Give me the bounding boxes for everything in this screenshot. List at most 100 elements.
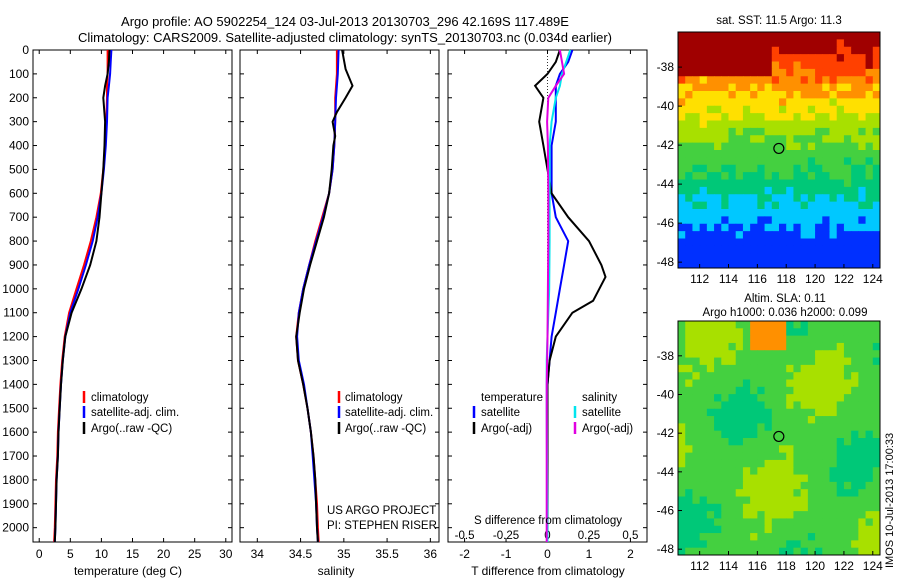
map-cell [858,452,867,461]
map-cell [793,164,802,173]
map-cell [757,76,766,85]
map-cell [851,209,859,217]
map-cell [851,467,859,476]
map-cell [735,201,744,210]
map-cell [771,68,780,77]
map-cell [706,39,715,48]
map-cell [843,467,852,476]
map-cell [793,474,802,483]
map-cell [800,238,809,247]
map-cell [721,142,729,151]
map-cell [843,511,852,519]
map-cell [692,445,701,454]
map-cell [742,32,751,40]
map-cell [786,408,794,417]
map-cell [822,394,830,402]
map-cell [800,386,809,395]
map-cell [771,496,780,505]
map-cell [836,511,845,519]
map-cell [771,172,780,181]
map-cell [685,61,693,70]
map-cell [678,350,686,359]
y-tick-label: 1800 [2,473,29,487]
map-cell [822,209,830,217]
map-cell [685,135,693,144]
map-cell [742,157,751,166]
map-cell [865,91,874,99]
map-cell [779,91,787,99]
map-cell [815,445,823,454]
map-cell [779,533,787,541]
map-cell [843,525,852,534]
salinity-plot-frame [239,49,440,543]
map-cell [685,32,693,40]
map-cell [822,98,830,107]
map-cell [742,253,751,262]
map-cell [750,179,758,188]
map-cell [706,231,715,240]
map-cell [800,357,809,366]
map-cell [800,172,809,181]
map-cell [836,223,845,232]
map-cell [843,518,852,527]
map-cell [793,321,802,329]
map-cell [750,209,758,217]
map-cell [728,342,737,351]
map-cell [822,68,830,77]
map-cell [699,54,708,63]
map-cell [851,46,859,55]
map-cell [800,201,809,210]
map-cell [822,438,830,446]
map-cell [721,342,729,351]
map-cell [764,401,773,410]
map-y-tick-label: -46 [657,504,675,518]
map-cell [692,142,701,151]
map-cell [771,372,780,380]
map-cell [807,164,816,173]
map-cell [714,32,722,40]
map-cell [865,533,874,541]
map-cell [699,98,708,107]
map-cell [771,194,780,203]
map-cell [742,186,751,195]
map-cell [771,238,780,247]
map-cell [742,518,751,527]
map-cell [721,68,729,77]
map-cell [779,164,787,173]
map-cell [851,416,859,424]
map-cell [851,172,859,181]
map-cell [714,474,722,483]
map-cell [685,445,693,454]
map-cell [779,364,787,373]
map-cell [800,342,809,351]
map-y-tick-label: -48 [657,255,675,269]
map-cell [699,105,708,114]
map-cell [728,335,737,344]
map-cell [865,452,874,461]
map-cell [843,39,852,48]
map-cell [865,518,874,527]
map-cell [742,416,751,424]
map-cell [851,445,859,454]
map-cell [706,216,715,225]
map-cell [858,503,867,512]
map-cell [786,547,794,556]
map-cell [800,39,809,48]
map-cell [706,142,715,151]
map-cell [728,201,737,210]
map-cell [721,164,729,173]
map-cell [829,357,838,366]
map-cell [843,186,852,195]
map-cell [851,68,859,77]
map-cell [836,127,845,136]
map-cell [706,496,715,505]
map-cell [714,150,722,158]
map-cell [757,245,766,254]
map-cell [706,223,715,232]
map-cell [692,194,701,203]
map-cell [721,194,729,203]
x-tick-label: 0 [36,547,43,561]
map-cell [735,105,744,114]
map-cell [750,46,758,55]
x-tick-label: 35.5 [375,547,399,561]
